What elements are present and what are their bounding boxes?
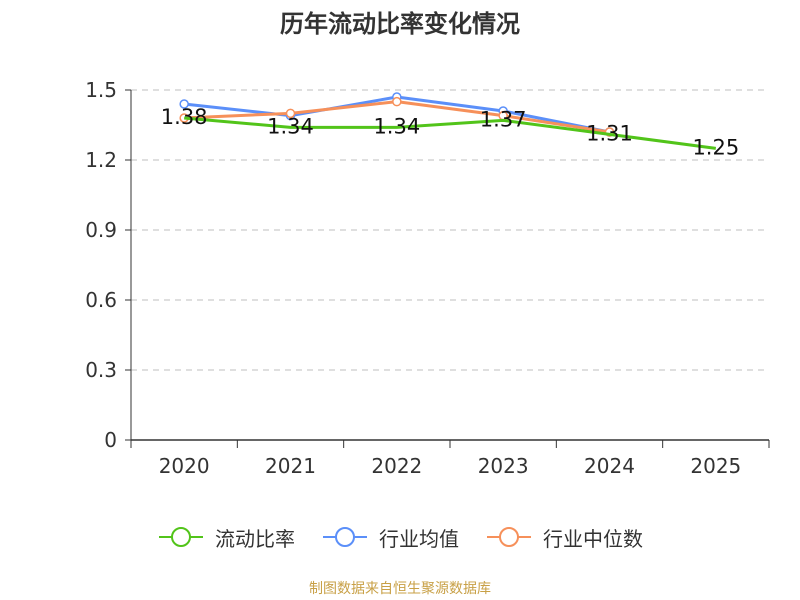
y-tick-label: 0: [104, 428, 117, 452]
data-point: [285, 108, 296, 119]
chart-title: 历年流动比率变化情况: [280, 10, 520, 38]
legend: 流动比率 行业均值 行业中位数: [0, 520, 800, 554]
y-tick-label: 0.9: [85, 218, 117, 242]
series-lines: [179, 92, 717, 150]
y-tick-label: 0.3: [85, 358, 117, 382]
legend-label: 流动比率: [215, 526, 295, 551]
grid-lines: [131, 89, 769, 371]
source-note: 制图数据来自恒生聚源数据库: [309, 581, 491, 597]
y-tick-label: 1.2: [85, 148, 117, 172]
x-tick-label: 2023: [478, 454, 529, 478]
data-label: 1.34: [373, 114, 420, 138]
data-point: [179, 99, 189, 109]
data-labels: 1.38 1.34 1.34 1.37 1.31 1.25: [161, 105, 739, 159]
data-label: 1.34: [267, 114, 314, 138]
legend-marker-icon: [487, 527, 531, 547]
x-tick-label: 2025: [690, 454, 741, 478]
legend-label: 行业均值: [379, 526, 459, 551]
x-tick-label: 2022: [371, 454, 422, 478]
data-point: [392, 96, 402, 107]
data-label: 1.37: [480, 107, 527, 131]
series-line: [184, 116, 717, 150]
y-tick-label: 1.5: [85, 78, 117, 102]
y-axis-tick-labels: 0 0.3 0.6 0.9 1.2 1.5: [85, 78, 117, 452]
axes: [125, 89, 770, 448]
data-label: 1.25: [692, 135, 739, 159]
x-tick-label: 2020: [159, 454, 210, 478]
x-tick-label: 2024: [584, 454, 635, 478]
x-tick-label: 2021: [265, 454, 316, 478]
legend-item-industry-median[interactable]: 行业中位数: [485, 523, 643, 552]
x-axis-tick-labels: 2020 2021 2022 2023 2024 2025: [159, 454, 742, 478]
legend-item-industry-mean[interactable]: 行业均值: [321, 523, 459, 552]
legend-label: 行业中位数: [543, 526, 643, 551]
data-label: 1.38: [161, 105, 208, 129]
y-tick-label: 0.6: [85, 288, 117, 312]
legend-marker-icon: [323, 527, 367, 547]
legend-item-current-ratio[interactable]: 流动比率: [157, 523, 295, 552]
data-label: 1.31: [586, 121, 633, 145]
legend-marker-icon: [159, 527, 203, 547]
